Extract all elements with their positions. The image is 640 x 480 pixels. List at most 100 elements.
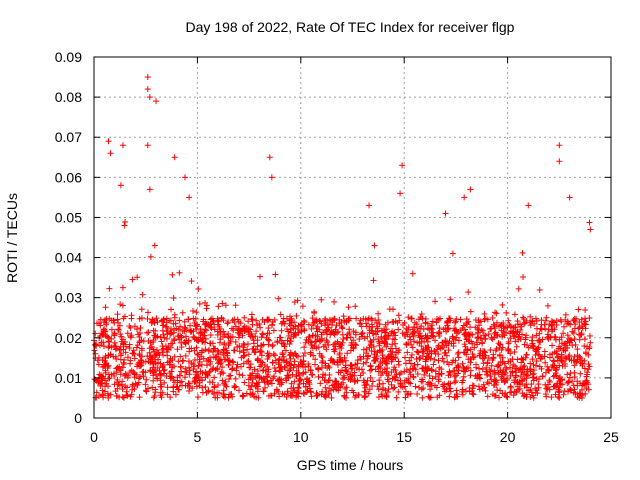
data-point xyxy=(207,332,214,339)
data-point xyxy=(435,329,442,336)
data-point xyxy=(449,250,456,257)
data-point xyxy=(465,289,472,296)
data-point xyxy=(575,325,582,332)
data-point xyxy=(385,385,392,392)
data-point xyxy=(117,182,124,189)
data-point xyxy=(254,356,261,363)
data-point xyxy=(470,391,477,398)
data-point xyxy=(467,308,474,315)
data-point xyxy=(340,313,347,320)
data-point xyxy=(358,366,365,373)
data-point xyxy=(564,332,571,339)
data-point xyxy=(459,391,466,398)
data-point xyxy=(395,312,402,319)
data-point xyxy=(265,325,272,332)
data-point xyxy=(529,318,536,325)
data-point xyxy=(379,393,386,400)
data-point xyxy=(368,315,375,322)
data-point xyxy=(278,327,285,334)
data-point xyxy=(408,354,415,361)
data-point xyxy=(536,330,543,337)
data-point xyxy=(176,317,183,324)
data-point xyxy=(176,269,183,276)
data-point xyxy=(462,326,469,333)
data-point xyxy=(131,370,138,377)
data-point xyxy=(268,380,275,387)
data-point xyxy=(149,384,156,391)
data-point xyxy=(487,325,494,332)
data-point xyxy=(300,353,307,360)
data-point xyxy=(134,361,141,368)
y-axis-label: ROTI / TECUs xyxy=(4,193,20,283)
data-point xyxy=(396,371,403,378)
data-point xyxy=(239,372,246,379)
data-point xyxy=(355,392,362,399)
data-point xyxy=(564,371,571,378)
data-point xyxy=(232,338,239,345)
data-point xyxy=(126,341,133,348)
data-point xyxy=(352,303,359,310)
data-point xyxy=(527,360,534,367)
data-point xyxy=(360,377,367,384)
data-point xyxy=(211,374,218,381)
data-point xyxy=(325,377,332,384)
data-point xyxy=(274,339,281,346)
data-point xyxy=(496,394,503,401)
data-point xyxy=(110,353,117,360)
data-point xyxy=(376,363,383,370)
data-point xyxy=(264,379,271,386)
data-point xyxy=(419,352,426,359)
data-point xyxy=(418,386,425,393)
data-point xyxy=(196,379,203,386)
data-point xyxy=(550,373,557,380)
data-point xyxy=(409,344,416,351)
data-point xyxy=(315,344,322,351)
data-point xyxy=(372,317,379,324)
data-point xyxy=(159,389,166,396)
data-point xyxy=(160,367,167,374)
data-point xyxy=(190,366,197,373)
data-point xyxy=(301,319,308,326)
data-point xyxy=(211,321,218,328)
data-point xyxy=(126,323,133,330)
data-point xyxy=(418,311,425,318)
data-point xyxy=(571,386,578,393)
data-point xyxy=(520,314,527,321)
data-point xyxy=(472,316,479,323)
data-point xyxy=(194,394,201,401)
data-point xyxy=(225,319,232,326)
data-point xyxy=(142,381,149,388)
data-point xyxy=(538,326,545,333)
data-point xyxy=(381,366,388,373)
data-point xyxy=(471,344,478,351)
data-point xyxy=(124,330,131,337)
data-point xyxy=(343,334,350,341)
data-point xyxy=(315,373,322,380)
data-point xyxy=(245,382,252,389)
data-point xyxy=(220,317,227,324)
data-point xyxy=(286,341,293,348)
data-point xyxy=(301,391,308,398)
data-point xyxy=(191,319,198,326)
data-point xyxy=(404,331,411,338)
data-point xyxy=(120,346,127,353)
data-point xyxy=(194,351,201,358)
data-point xyxy=(254,357,261,364)
data-point xyxy=(186,345,193,352)
data-point xyxy=(562,311,569,318)
data-point xyxy=(551,333,558,340)
x-axis-label: GPS time / hours xyxy=(297,457,404,473)
data-point xyxy=(227,372,234,379)
data-point xyxy=(167,375,174,382)
data-point xyxy=(219,333,226,340)
data-point xyxy=(492,309,499,316)
data-point xyxy=(582,307,589,314)
data-point xyxy=(118,350,125,357)
data-point xyxy=(106,343,113,350)
data-point xyxy=(93,320,100,327)
data-point xyxy=(234,361,241,368)
data-point xyxy=(290,333,297,340)
y-tick-label: 0.01 xyxy=(55,370,82,386)
x-tick-label: 5 xyxy=(194,429,202,445)
data-point xyxy=(587,226,594,233)
